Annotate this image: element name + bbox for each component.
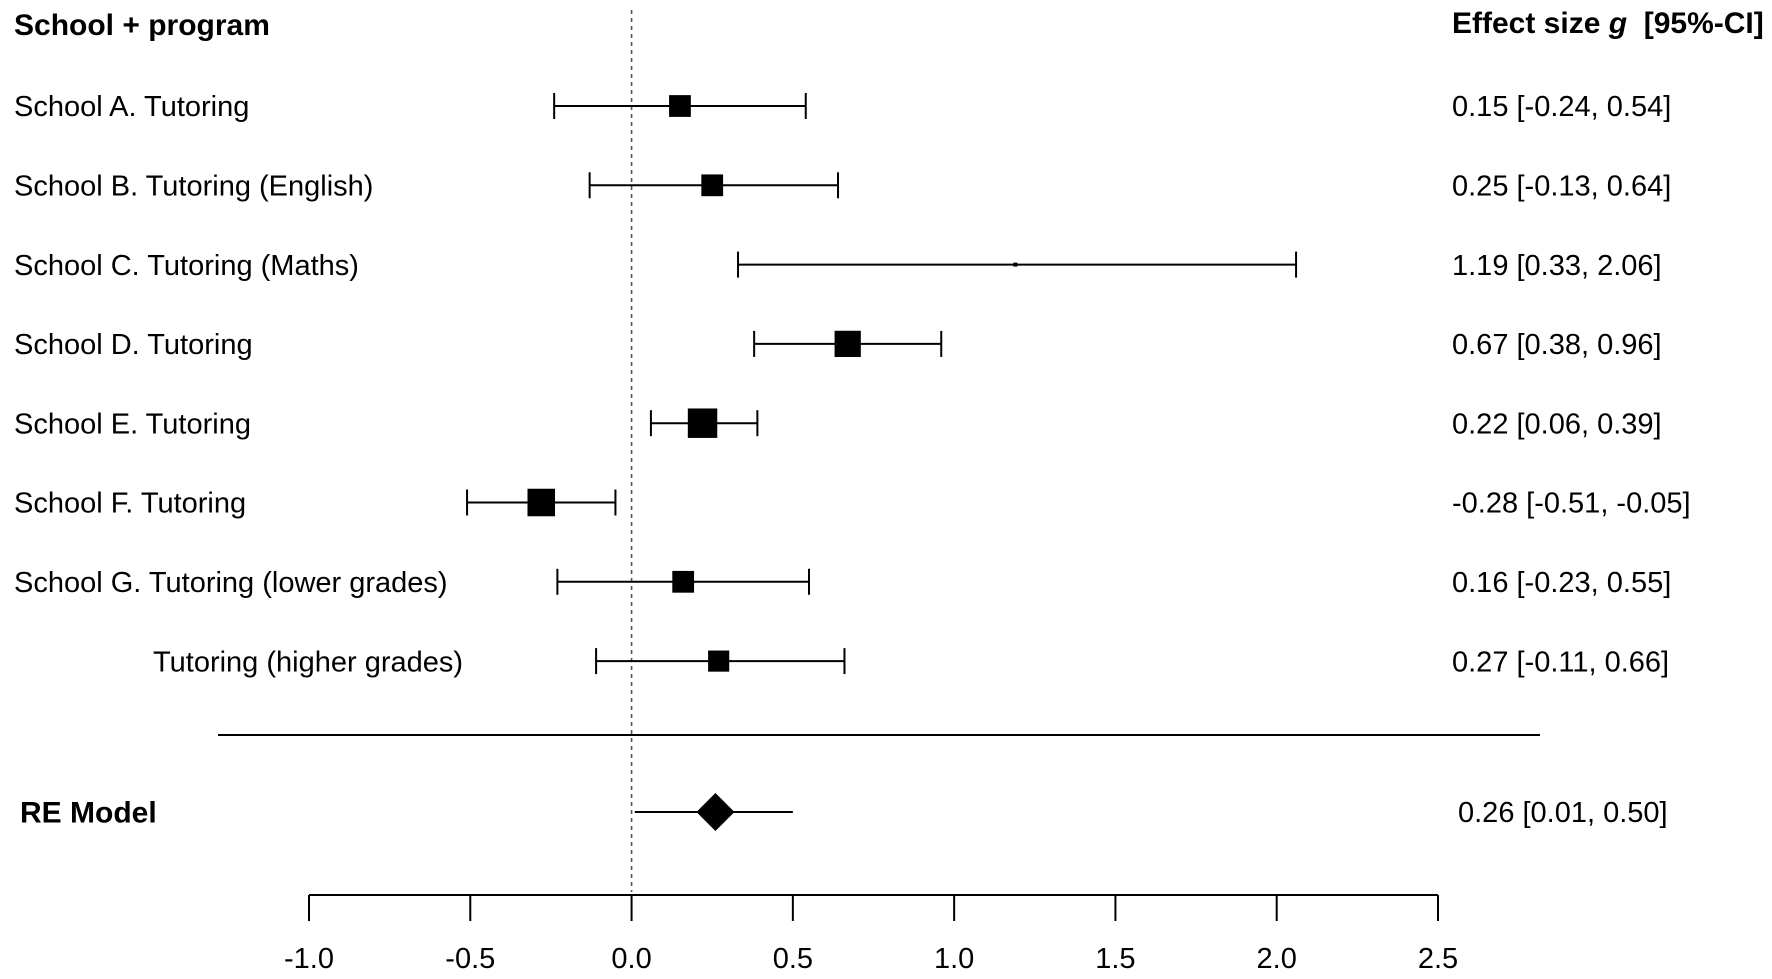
point-estimate [708,650,730,672]
x-tick-label: -0.5 [445,943,495,975]
header-right: Effect size g [95%-CI] [1452,7,1764,40]
header-right-symbol: g [1608,7,1627,40]
x-tick-label: 2.5 [1418,943,1458,975]
point-estimate [669,95,691,117]
study-label: School F. Tutoring [14,488,246,520]
summary-ci-text: 0.26 [0.01, 0.50] [1458,797,1668,829]
summary-diamond [696,793,735,831]
x-tick-label: 0.0 [611,943,651,975]
study-row: School G. Tutoring (lower grades) 0.16 [-… [14,567,1671,599]
x-tick-label: 1.5 [1095,943,1135,975]
summary-label: RE Model [20,797,157,830]
study-label: School B. Tutoring (English) [14,170,373,202]
effect-size-ci-text: -0.28 [-0.51, -0.05] [1452,488,1691,520]
study-row: School E. Tutoring 0.22 [0.06, 0.39] [14,408,1662,440]
effect-size-ci-text: 0.16 [-0.23, 0.55] [1452,567,1671,599]
study-label: School E. Tutoring [14,408,251,440]
effect-size-ci-text: 1.19 [0.33, 2.06] [1452,250,1662,282]
x-tick-label: -1.0 [284,943,334,975]
summary-row: RE Model 0.26 [0.01, 0.50] [20,793,1668,831]
point-estimate [687,408,718,438]
effect-size-ci-text: 0.22 [0.06, 0.39] [1452,408,1662,440]
x-tick-label: 1.0 [934,943,974,975]
point-estimate [834,330,861,358]
x-tick-label: 2.0 [1257,943,1297,975]
header-right-suffix: [95%-CI] [1627,7,1764,40]
study-row: School D. Tutoring 0.67 [0.38, 0.96] [14,329,1662,361]
study-row: Tutoring (higher grades) 0.27 [-0.11, 0.6… [153,646,1669,678]
header-right-prefix: Effect size [1452,7,1609,40]
effect-size-ci-text: 0.27 [-0.11, 0.66] [1452,646,1669,678]
effect-size-ci-text: 0.25 [-0.13, 0.64] [1452,170,1671,202]
study-row: School B. Tutoring (English) 0.25 [-0.13,… [14,170,1671,202]
study-rows: School A. Tutoring 0.15 [-0.24, 0.54]Scho… [14,91,1691,678]
study-label: Tutoring (higher grades) [153,646,463,678]
study-row: School C. Tutoring (Maths) 1.19 [0.33, 2.… [14,250,1662,282]
study-label: School A. Tutoring [14,91,249,123]
effect-size-ci-text: 0.15 [-0.24, 0.54] [1452,91,1671,123]
point-estimate [672,570,695,593]
point-estimate [527,488,556,517]
x-axis: -1.0 -0.5 0.0 0.5 1.0 1.5 2.0 2.5 [284,894,1458,975]
study-label: School C. Tutoring (Maths) [14,250,359,282]
effect-size-ci-text: 0.67 [0.38, 0.96] [1452,329,1662,361]
x-tick-label: 0.5 [773,943,813,975]
header-left: School + program [14,9,270,42]
point-estimate [1013,262,1018,267]
point-estimate [701,174,724,197]
study-label: School G. Tutoring (lower grades) [14,567,448,599]
study-row: School F. Tutoring -0.28 [-0.51, -0.05] [14,488,1691,520]
study-row: School A. Tutoring 0.15 [-0.24, 0.54] [14,91,1671,123]
study-label: School D. Tutoring [14,329,253,361]
